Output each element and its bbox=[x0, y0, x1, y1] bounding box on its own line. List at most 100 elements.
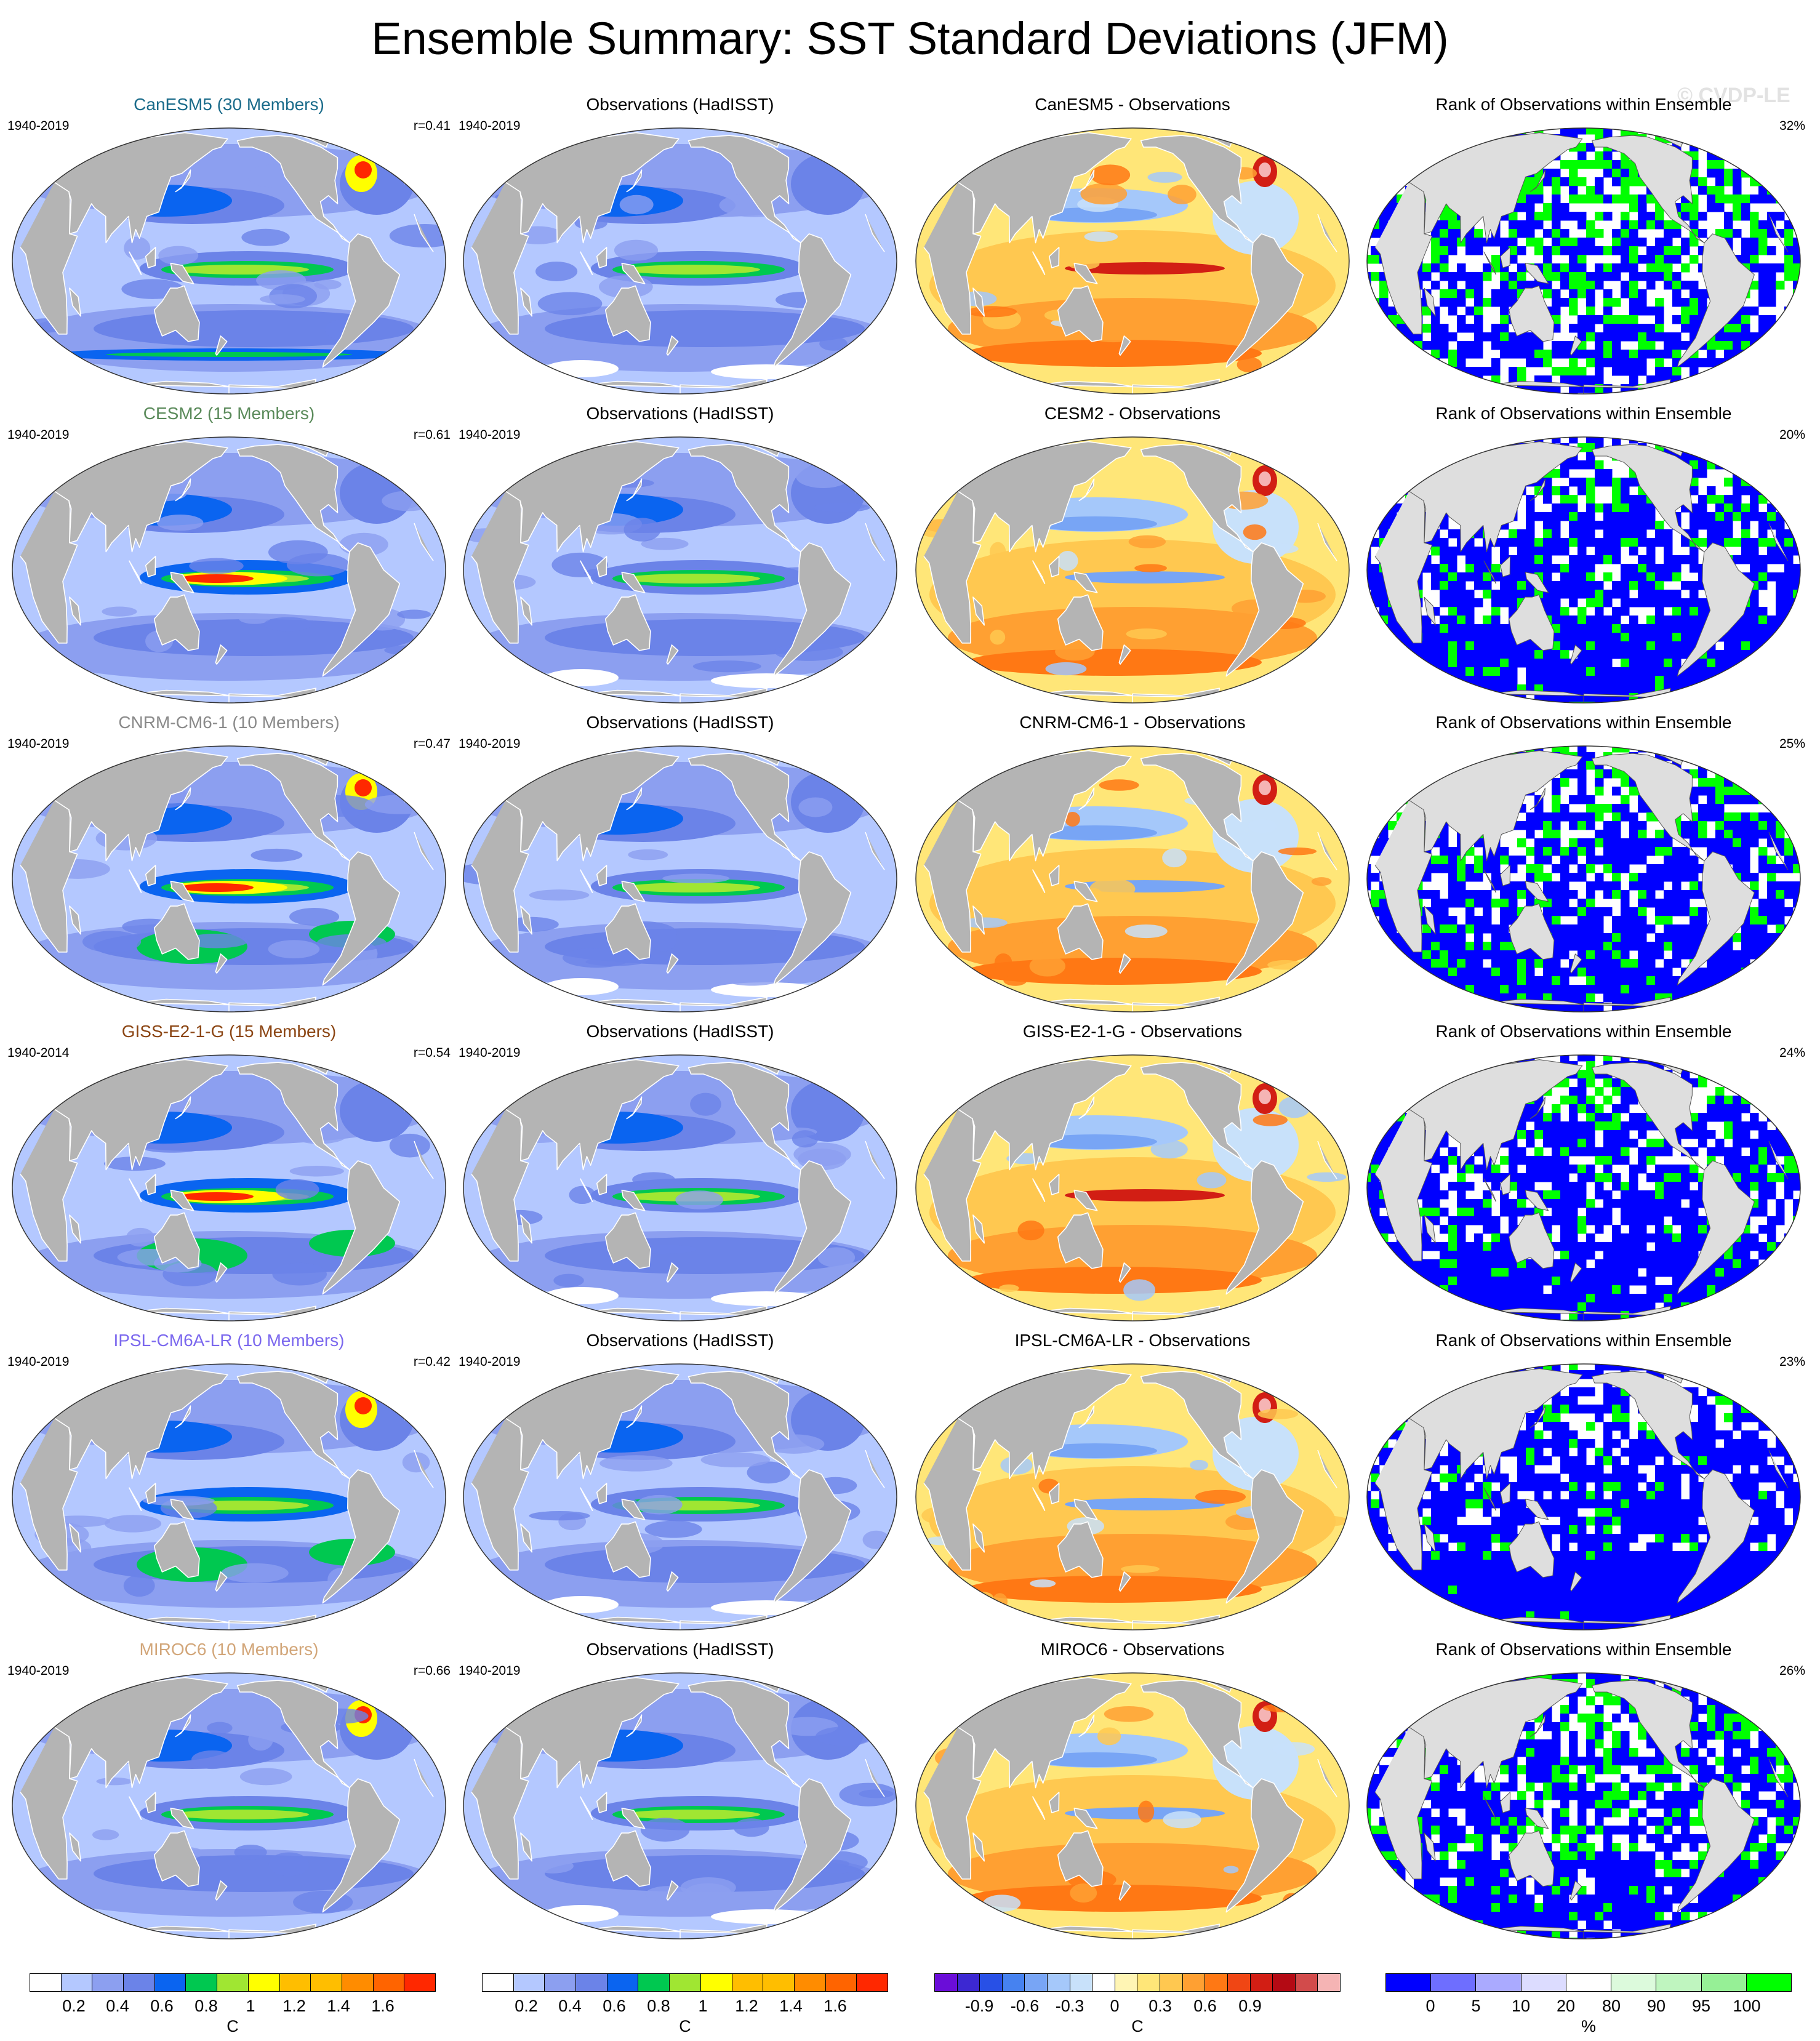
std-map bbox=[12, 127, 446, 395]
observations-panel: Observations (HadISST) 1940-2019 bbox=[459, 94, 902, 398]
difference-panel: CanESM5 - Observations bbox=[911, 94, 1354, 398]
panel-title: GISS-E2-1-G (15 Members) bbox=[121, 1022, 337, 1041]
colorbar-tick-label: 0 bbox=[1425, 1997, 1435, 2015]
panel-title: CNRM-CM6-1 (10 Members) bbox=[118, 713, 340, 732]
panel-title: GISS-E2-1-G - Observations bbox=[1022, 1022, 1243, 1041]
observations-panel: Observations (HadISST) 1940-2019 bbox=[459, 1020, 902, 1325]
colorbar-swatch bbox=[1160, 1974, 1183, 1991]
rank-panel: Rank of Observations within Ensemble 32% bbox=[1362, 94, 1805, 398]
std-map bbox=[12, 436, 446, 704]
colorbar-tick-label: 0.9 bbox=[1238, 1997, 1262, 2015]
difference-panel: CNRM-CM6-1 - Observations bbox=[911, 712, 1354, 1016]
colorbar-swatch bbox=[1386, 1974, 1432, 1991]
diff-colorbar: -0.9 -0.6 -0.3 0 0.3 0.6 0.9 C bbox=[934, 1973, 1341, 2038]
colorbar-tick-label: 1.2 bbox=[735, 1997, 758, 2015]
panel-title: Observations (HadISST) bbox=[586, 1022, 774, 1041]
colorbar-swatch bbox=[1611, 1974, 1657, 1991]
panel-title: CESM2 - Observations bbox=[1044, 404, 1221, 423]
colorbar-strip bbox=[934, 1973, 1341, 1992]
year-range-label: 1940-2019 bbox=[7, 119, 70, 133]
colorbar-swatch bbox=[1701, 1974, 1747, 1991]
diff-map bbox=[915, 1054, 1350, 1321]
pattern-correlation-label: r=0.41 bbox=[413, 119, 451, 133]
panel-title: CESM2 (15 Members) bbox=[143, 404, 315, 423]
year-range-label: 1940-2019 bbox=[459, 1046, 521, 1060]
panel-title: Rank of Observations within Ensemble bbox=[1435, 95, 1732, 114]
observations-panel: Observations (HadISST) 1940-2019 bbox=[459, 1638, 902, 1943]
difference-panel: MIROC6 - Observations bbox=[911, 1638, 1354, 1943]
colorbar-strip bbox=[482, 1973, 888, 1992]
diff-map bbox=[915, 1363, 1350, 1630]
rank-percent-label: 25% bbox=[1779, 737, 1805, 751]
diff-map bbox=[915, 745, 1350, 1012]
year-range-label: 1940-2014 bbox=[7, 1046, 70, 1060]
rank-map bbox=[1366, 1054, 1801, 1321]
year-range-label: 1940-2019 bbox=[459, 428, 521, 442]
panel-title: CanESM5 - Observations bbox=[1035, 95, 1230, 114]
colorbar-swatch bbox=[700, 1974, 732, 1991]
colorbar-tick-label: -0.9 bbox=[964, 1997, 994, 2015]
panel-title: IPSL-CM6A-LR - Observations bbox=[1014, 1331, 1251, 1350]
year-range-label: 1940-2019 bbox=[459, 119, 521, 133]
colorbar-swatch bbox=[154, 1974, 186, 1991]
colorbar-swatch bbox=[1431, 1974, 1477, 1991]
colorbar-tick-label: 0.6 bbox=[1193, 1997, 1217, 2015]
colorbar-swatch bbox=[217, 1974, 249, 1991]
colorbar-swatch bbox=[1521, 1974, 1566, 1991]
rank-percent-label: 20% bbox=[1779, 428, 1805, 442]
model-panel: CanESM5 (30 Members) 1940-2019 r=0.41 bbox=[7, 94, 451, 398]
rank-map bbox=[1366, 1672, 1801, 1939]
colorbar-swatch bbox=[1227, 1974, 1251, 1991]
colorbar-swatch bbox=[1273, 1974, 1296, 1991]
colorbar-ticks: 0.2 0.4 0.6 0.8 1 1.2 1.4 1.6 bbox=[30, 1995, 436, 2016]
colorbar-strip bbox=[1385, 1973, 1792, 1992]
pattern-correlation-label: r=0.42 bbox=[413, 1355, 451, 1369]
colorbar-tick-label: 0.2 bbox=[62, 1997, 86, 2015]
figure-title: Ensemble Summary: SST Standard Deviation… bbox=[371, 13, 1449, 64]
year-range-label: 1940-2019 bbox=[459, 737, 521, 751]
colorbar-tick-label: 0.3 bbox=[1149, 1997, 1172, 2015]
colorbar-swatch bbox=[957, 1974, 980, 1991]
colorbar-tick-label: 0 bbox=[1110, 1997, 1120, 2015]
colorbar-tick-label: 0.2 bbox=[515, 1997, 538, 2015]
colorbar-swatch bbox=[794, 1974, 826, 1991]
colorbar-swatch bbox=[1746, 1974, 1791, 1991]
year-range-label: 1940-2019 bbox=[459, 1355, 521, 1369]
colorbar-ticks: -0.9 -0.6 -0.3 0 0.3 0.6 0.9 bbox=[934, 1995, 1341, 2016]
difference-panel: CESM2 - Observations bbox=[911, 403, 1354, 707]
rank-map bbox=[1366, 1363, 1801, 1630]
colorbar-swatch bbox=[483, 1974, 514, 1991]
panel-title: Rank of Observations within Ensemble bbox=[1435, 1022, 1732, 1041]
std-map bbox=[12, 1054, 446, 1321]
year-range-label: 1940-2019 bbox=[459, 1664, 521, 1678]
panel-title: IPSL-CM6A-LR (10 Members) bbox=[113, 1331, 345, 1350]
colorbar-tick-label: 0.8 bbox=[647, 1997, 670, 2015]
rank-map bbox=[1366, 436, 1801, 704]
colorbar-swatch bbox=[763, 1974, 795, 1991]
std-map bbox=[463, 1054, 897, 1321]
panel-title: Observations (HadISST) bbox=[586, 713, 774, 732]
colorbar-tick-label: -0.6 bbox=[1010, 1997, 1040, 2015]
colorbar-swatch bbox=[186, 1974, 218, 1991]
colorbar-tick-label: 0.6 bbox=[603, 1997, 626, 2015]
diff-map bbox=[915, 127, 1350, 395]
std-colorbar: 0.2 0.4 0.6 0.8 1 1.2 1.4 1.6 C bbox=[482, 1973, 888, 2038]
colorbar-swatch bbox=[1002, 1974, 1025, 1991]
colorbar-swatch bbox=[124, 1974, 155, 1991]
colorbar-swatch bbox=[1048, 1974, 1070, 1991]
colorbar-tick-label: 95 bbox=[1691, 1997, 1711, 2015]
colorbar-unit: % bbox=[1581, 2017, 1596, 2035]
colorbar-tick-label: -0.3 bbox=[1055, 1997, 1084, 2015]
colorbar-tick-label: 0.8 bbox=[194, 1997, 218, 2015]
rank-panel: Rank of Observations within Ensemble 20% bbox=[1362, 403, 1805, 707]
colorbar-swatch bbox=[248, 1974, 280, 1991]
panel-title: Rank of Observations within Ensemble bbox=[1435, 1640, 1732, 1659]
colorbar-swatch bbox=[825, 1974, 857, 1991]
colorbar-tick-label: 10 bbox=[1511, 1997, 1531, 2015]
colorbar-swatch bbox=[1070, 1974, 1093, 1991]
rank-panel: Rank of Observations within Ensemble 24% bbox=[1362, 1020, 1805, 1325]
colorbar-ticks: 0 5 10 20 80 90 95 100 bbox=[1385, 1995, 1792, 2016]
panel-title: Rank of Observations within Ensemble bbox=[1435, 1331, 1732, 1350]
rank-percent-label: 23% bbox=[1779, 1355, 1805, 1369]
panel-title: Rank of Observations within Ensemble bbox=[1435, 713, 1732, 732]
